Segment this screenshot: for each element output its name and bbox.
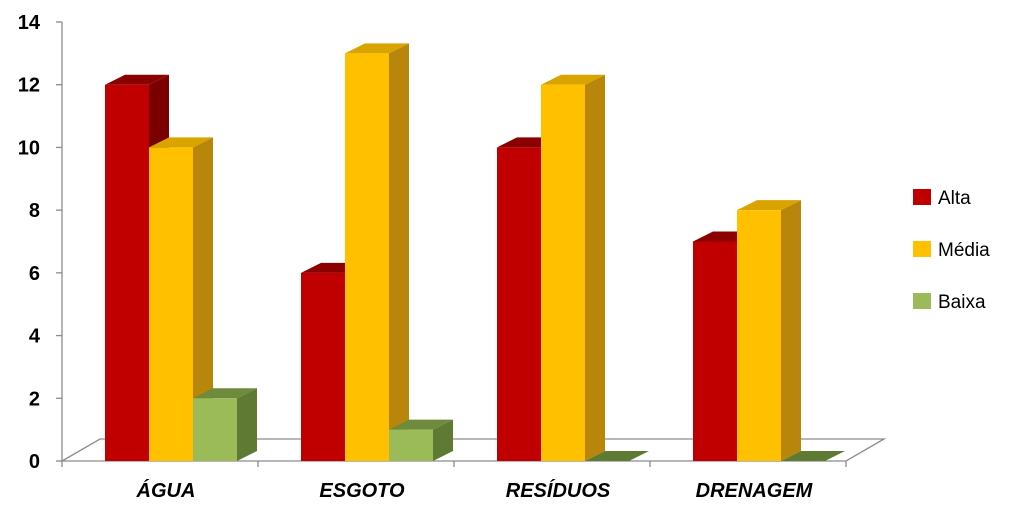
bar <box>737 200 801 461</box>
bar-front <box>105 84 149 461</box>
bar <box>149 137 213 461</box>
bar-top <box>149 137 213 148</box>
x-tick-label: ÁGUA <box>136 479 196 502</box>
bar-front <box>345 53 389 461</box>
legend-item: Alta <box>913 188 971 209</box>
bar <box>781 451 845 461</box>
legend-label: Alta <box>938 188 971 209</box>
bar-top <box>193 388 257 399</box>
bar <box>345 43 409 461</box>
y-tick-label: 8 <box>29 200 40 222</box>
bar-top <box>389 419 453 430</box>
y-tick-label: 2 <box>29 388 40 410</box>
bar-top <box>541 74 605 85</box>
y-tick-label: 10 <box>18 137 40 159</box>
bar <box>541 74 605 461</box>
x-tick-label: RESÍDUOS <box>506 479 611 502</box>
legend-label: Baixa <box>938 292 986 313</box>
bar-front <box>497 147 541 461</box>
bar-front <box>693 241 737 461</box>
bar-front <box>149 147 193 461</box>
legend-item: Média <box>913 240 990 261</box>
bar-side <box>237 388 257 461</box>
bar-zero <box>781 451 845 461</box>
y-tick-label: 14 <box>18 12 41 34</box>
x-tick-label: ESGOTO <box>319 480 405 502</box>
bar-front <box>737 210 781 461</box>
bar-side <box>389 43 409 461</box>
bar-top <box>345 43 409 54</box>
legend-swatch <box>913 293 931 309</box>
bar-front <box>389 429 433 461</box>
bar-front <box>541 84 585 461</box>
y-tick-label: 6 <box>29 263 40 285</box>
bar-side <box>585 74 605 461</box>
bar-side <box>193 137 213 461</box>
bar-front <box>301 272 345 461</box>
bar <box>389 419 453 461</box>
y-tick-label: 4 <box>29 326 41 348</box>
legend-label: Média <box>938 240 990 261</box>
bar-front <box>193 398 237 461</box>
x-tick-label: DRENAGEM <box>696 480 814 502</box>
bar-top <box>737 200 801 211</box>
bar-side <box>781 200 801 461</box>
bar-side <box>433 419 453 461</box>
y-tick-label: 0 <box>29 451 40 473</box>
legend-swatch <box>913 189 931 205</box>
bar-top <box>105 74 169 85</box>
bar <box>585 451 649 461</box>
legend-item: Baixa <box>913 292 986 313</box>
bar <box>193 388 257 461</box>
legend-swatch <box>913 241 931 257</box>
bar-zero <box>585 451 649 461</box>
y-tick-label: 12 <box>18 75 40 97</box>
